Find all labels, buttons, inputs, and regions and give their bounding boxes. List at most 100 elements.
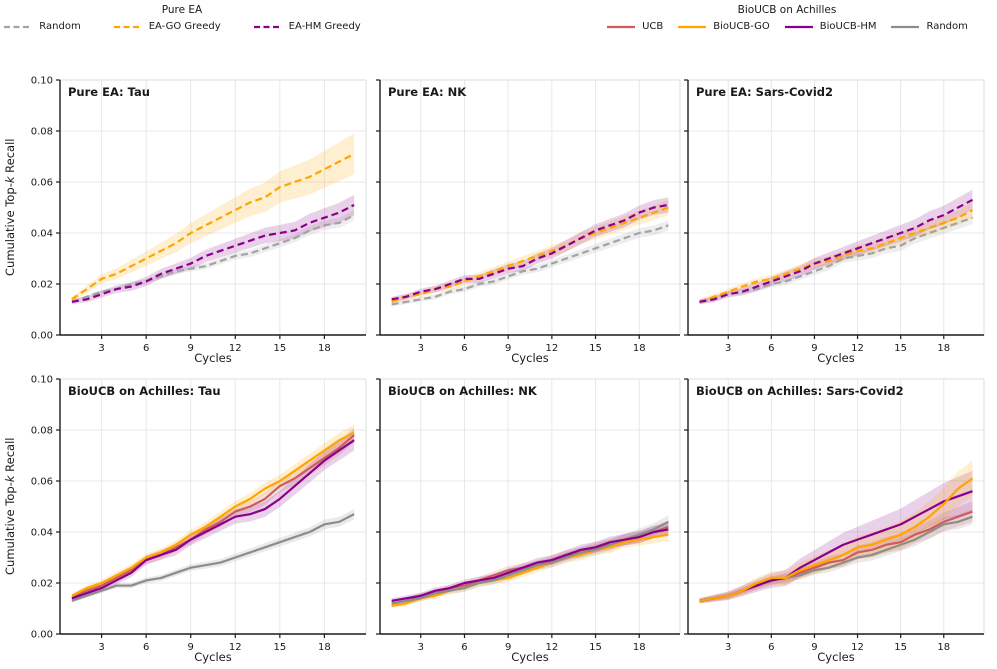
legend-bioucb-entries: UCB BioUCB-GO BioUCB-HM Random — [586, 21, 988, 32]
x-tick-label: 6 — [768, 343, 774, 354]
y-tick-label: 0.08 — [31, 426, 53, 437]
legend-entry-bioucb-go: BioUCB-GO — [677, 21, 770, 32]
x-tick-label: 3 — [725, 642, 731, 653]
series-line-ea-hm-greedy — [71, 203, 355, 303]
series-line-ea-hm-greedy — [699, 198, 974, 303]
x-axis-label: Cycles — [511, 351, 548, 365]
x-tick-label: 18 — [633, 642, 646, 653]
series-band-ea-hm-greedy — [71, 194, 355, 305]
solid-line-swatch-icon — [607, 25, 636, 28]
subplot-pure-ea-sars-covid2: 3 6 9 12 15 18 Pure EA: Sars-Covid2 Cycles — [684, 79, 985, 365]
y-tick-label: 0.10 — [31, 375, 53, 386]
series-band-ucb — [699, 501, 973, 604]
y-tick-label: 0.06 — [31, 477, 53, 488]
x-tick-label: 15 — [894, 343, 907, 354]
series-band-random — [71, 509, 355, 603]
dashed-line-swatch-icon — [4, 25, 33, 28]
y-axis-label-k-italic: k — [3, 176, 17, 184]
legend-entry-label: EA-GO Greedy — [148, 21, 221, 32]
x-tick-label: 12 — [545, 642, 558, 653]
series-line-bioucb-hm — [71, 439, 355, 600]
x-tick-label: 3 — [418, 642, 424, 653]
x-axis-label: Cycles — [817, 351, 854, 365]
x-tick-label: 18 — [937, 642, 950, 653]
legend-entry-ea-go-greedy: EA-GO Greedy — [113, 21, 221, 32]
subplot-title: BioUCB on Achilles: Sars-Covid2 — [696, 384, 904, 398]
solid-line-swatch-icon — [891, 25, 920, 28]
subplot-pure-ea-tau: 3 6 9 12 15 18 0.00 0.02 0.04 0.06 0.08 0.10 Pure EA… — [31, 76, 367, 365]
x-tick-label: 3 — [98, 343, 104, 354]
y-axis-label: Cumulative Top-k Recall — [2, 379, 18, 634]
y-tick-label: 0.02 — [31, 579, 53, 590]
series-line-ea-go-greedy — [699, 209, 974, 303]
y-tick-label: 0.10 — [31, 76, 53, 87]
x-tick-label: 15 — [589, 642, 602, 653]
x-tick-label: 6 — [461, 642, 467, 653]
x-tick-label: 9 — [188, 642, 194, 653]
y-axis-label-text: Recall — [3, 138, 17, 177]
subplot-title: Pure EA: NK — [388, 85, 467, 99]
x-tick-label: 15 — [273, 343, 286, 354]
x-tick-label: 12 — [851, 642, 864, 653]
subplot-bioucb-tau: 3 6 9 12 15 18 0.00 0.02 0.04 0.06 0.08 0.10 BioUCB … — [31, 375, 367, 664]
legend-entry-label: BioUCB-HM — [819, 21, 877, 32]
x-tick-label: 15 — [894, 642, 907, 653]
x-tick-label: 6 — [143, 343, 149, 354]
dashed-line-swatch-icon — [113, 25, 142, 28]
y-axis-label: Cumulative Top-k Recall — [2, 80, 18, 335]
legend-entry-bioucb-hm: BioUCB-HM — [784, 21, 877, 32]
series-line-bioucb-hm — [391, 528, 669, 602]
series-band-ea-hm-greedy — [391, 197, 669, 302]
legend-entry-label: EA-HM Greedy — [288, 21, 361, 32]
series-line-random — [391, 224, 669, 306]
x-tick-label: 12 — [229, 343, 242, 354]
x-tick-label: 6 — [143, 642, 149, 653]
subplot-bioucb-nk: 3 6 9 12 15 18 BioUCB on Achilles: NK Cycles — [376, 378, 681, 664]
legend-entry-ea-hm-greedy: EA-HM Greedy — [253, 21, 361, 32]
dashed-line-swatch-icon — [253, 25, 282, 28]
x-tick-label: 9 — [505, 642, 511, 653]
y-tick-label: 0.00 — [31, 331, 53, 342]
x-axis-label: Cycles — [194, 650, 231, 664]
legend-bioucb: BioUCB on Achilles UCB BioUCB-GO BioUCB-… — [586, 4, 988, 32]
y-tick-label: 0.08 — [31, 127, 53, 138]
legend-pure-ea-title: Pure EA — [161, 4, 203, 16]
legend-entry-label: BioUCB-GO — [713, 21, 770, 32]
x-tick-label: 9 — [811, 642, 817, 653]
x-tick-label: 3 — [98, 642, 104, 653]
subplot-title: BioUCB on Achilles: NK — [388, 384, 538, 398]
series-line-ea-go-greedy — [71, 152, 355, 301]
x-tick-label: 3 — [418, 343, 424, 354]
x-tick-label: 9 — [811, 343, 817, 354]
solid-line-swatch-icon — [678, 25, 707, 28]
x-tick-label: 18 — [318, 642, 331, 653]
y-axis-label-k-italic: k — [3, 475, 17, 483]
x-tick-label: 3 — [725, 343, 731, 354]
x-tick-label: 6 — [461, 343, 467, 354]
x-tick-label: 12 — [851, 343, 864, 354]
legend-pure-ea-entries: Random EA-GO Greedy EA-HM Greedy — [4, 21, 361, 32]
legend-entry-label: Random — [926, 21, 968, 32]
legend-entry-random-solid: Random — [890, 21, 968, 32]
x-axis-label: Cycles — [511, 650, 548, 664]
y-axis-label-text: Cumulative Top- — [3, 482, 17, 576]
x-tick-label: 15 — [273, 642, 286, 653]
series-line-bioucb-go — [391, 533, 669, 608]
x-tick-label: 18 — [937, 343, 950, 354]
series-line-bioucb-go — [71, 431, 355, 597]
legend-entry-label: UCB — [642, 21, 664, 32]
x-tick-label: 15 — [589, 343, 602, 354]
x-tick-label: 6 — [768, 642, 774, 653]
subplot-pure-ea-nk: 3 6 9 12 15 18 Pure EA: NK Cycles — [376, 79, 681, 365]
series-line-ucb — [71, 434, 355, 600]
x-tick-label: 9 — [505, 343, 511, 354]
legend-pure-ea: Pure EA Random EA-GO Greedy EA-HM Greedy — [4, 4, 361, 32]
legend-entry-label: Random — [39, 21, 81, 32]
y-tick-label: 0.02 — [31, 280, 53, 291]
x-tick-label: 12 — [545, 343, 558, 354]
x-tick-label: 12 — [229, 642, 242, 653]
x-tick-label: 18 — [318, 343, 331, 354]
subplot-title: Pure EA: Tau — [68, 85, 150, 99]
x-tick-label: 18 — [633, 343, 646, 354]
